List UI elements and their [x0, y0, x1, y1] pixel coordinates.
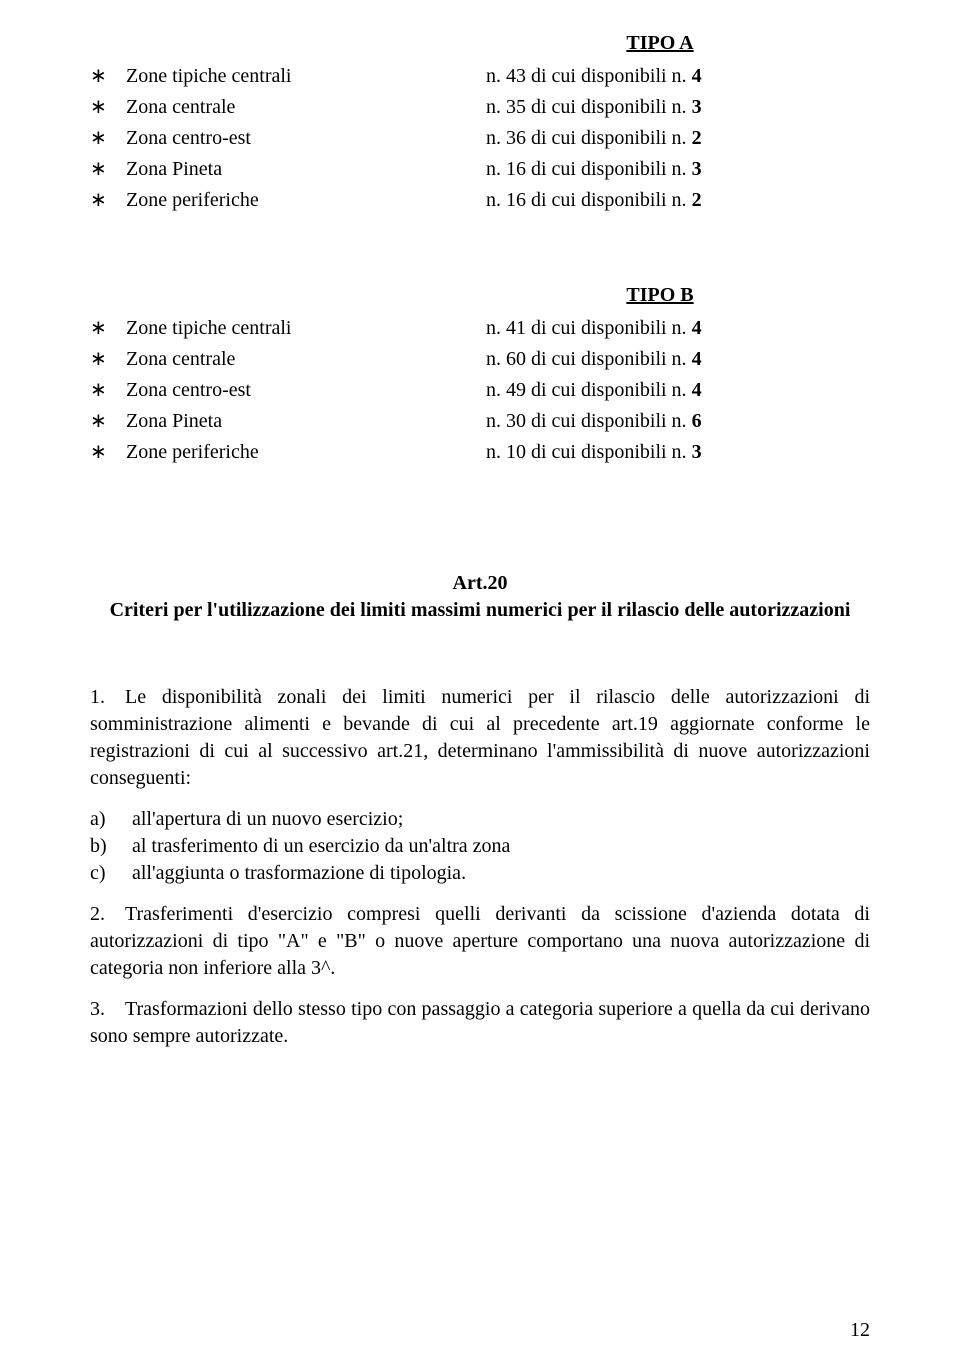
sublist-item: b)al trasferimento di un esercizio da un… — [90, 833, 870, 860]
bullet-marker: ∗ — [90, 315, 126, 342]
zone-name: Zona centrale — [126, 94, 486, 121]
article-paragraph-1: 1. Le disponibilità zonali dei limiti nu… — [90, 684, 870, 792]
bullet-marker: ∗ — [90, 408, 126, 435]
zone-name: Zone tipiche centrali — [126, 315, 486, 342]
zone-name: Zone periferiche — [126, 187, 486, 214]
zone-value: n. 35 di cui disponibili n. 3 — [486, 94, 870, 121]
zone-row: ∗Zona centralen. 35 di cui disponibili n… — [90, 94, 870, 121]
zone-row: ∗Zona centro-estn. 49 di cui disponibili… — [90, 377, 870, 404]
sublist-text: al trasferimento di un esercizio da un'a… — [132, 833, 510, 860]
sublist-item: a)all'apertura di un nuovo esercizio; — [90, 806, 870, 833]
zone-value: n. 41 di cui disponibili n. 4 — [486, 315, 870, 342]
zone-row: ∗Zona Pinetan. 16 di cui disponibili n. … — [90, 156, 870, 183]
article-paragraph-2: 2. Trasferimenti d'esercizio compresi qu… — [90, 901, 870, 982]
bullet-marker: ∗ — [90, 156, 126, 183]
article-paragraph-3: 3. Trasformazioni dello stesso tipo con … — [90, 996, 870, 1050]
sublist-item: c)all'aggiunta o trasformazione di tipol… — [90, 860, 870, 887]
bullet-marker: ∗ — [90, 377, 126, 404]
zone-row: ∗Zona centro-estn. 36 di cui disponibili… — [90, 125, 870, 152]
zone-name: Zona Pineta — [126, 156, 486, 183]
bullet-marker: ∗ — [90, 63, 126, 90]
document-page: TIPO A ∗Zone tipiche centralin. 43 di cu… — [0, 0, 960, 1364]
article-subtitle: Criteri per l'utilizzazione dei limiti m… — [90, 597, 870, 624]
sublist-marker: a) — [90, 806, 132, 833]
bullet-marker: ∗ — [90, 125, 126, 152]
zone-value: n. 30 di cui disponibili n. 6 — [486, 408, 870, 435]
zone-value: n. 43 di cui disponibili n. 4 — [486, 63, 870, 90]
zone-value: n. 36 di cui disponibili n. 2 — [486, 125, 870, 152]
tipo-b-table: ∗Zone tipiche centralin. 41 di cui dispo… — [90, 315, 870, 466]
zone-name: Zona Pineta — [126, 408, 486, 435]
sublist-marker: b) — [90, 833, 132, 860]
zone-value: n. 16 di cui disponibili n. 3 — [486, 156, 870, 183]
zone-value: n. 10 di cui disponibili n. 3 — [486, 439, 870, 466]
sublist-text: all'aggiunta o trasformazione di tipolog… — [132, 860, 466, 887]
tipo-a-header: TIPO A — [90, 30, 870, 57]
bullet-marker: ∗ — [90, 94, 126, 121]
zone-row: ∗Zone periferichen. 16 di cui disponibil… — [90, 187, 870, 214]
article-title: Art.20 — [90, 570, 870, 597]
zone-row: ∗Zone tipiche centralin. 43 di cui dispo… — [90, 63, 870, 90]
zone-name: Zone periferiche — [126, 439, 486, 466]
bullet-marker: ∗ — [90, 346, 126, 373]
page-number: 12 — [850, 1317, 870, 1344]
tipo-b-header: TIPO B — [90, 282, 870, 309]
zone-row: ∗Zone tipiche centralin. 41 di cui dispo… — [90, 315, 870, 342]
zone-name: Zona centro-est — [126, 377, 486, 404]
sublist-text: all'apertura di un nuovo esercizio; — [132, 806, 403, 833]
zone-name: Zona centrale — [126, 346, 486, 373]
zone-row: ∗Zona centralen. 60 di cui disponibili n… — [90, 346, 870, 373]
zone-value: n. 49 di cui disponibili n. 4 — [486, 377, 870, 404]
article-sublist: a)all'apertura di un nuovo esercizio;b)a… — [90, 806, 870, 887]
bullet-marker: ∗ — [90, 187, 126, 214]
zone-name: Zona centro-est — [126, 125, 486, 152]
zone-value: n. 60 di cui disponibili n. 4 — [486, 346, 870, 373]
zone-value: n. 16 di cui disponibili n. 2 — [486, 187, 870, 214]
zone-row: ∗Zona Pinetan. 30 di cui disponibili n. … — [90, 408, 870, 435]
zone-name: Zone tipiche centrali — [126, 63, 486, 90]
tipo-a-table: ∗Zone tipiche centralin. 43 di cui dispo… — [90, 63, 870, 214]
bullet-marker: ∗ — [90, 439, 126, 466]
zone-row: ∗Zone periferichen. 10 di cui disponibil… — [90, 439, 870, 466]
sublist-marker: c) — [90, 860, 132, 887]
